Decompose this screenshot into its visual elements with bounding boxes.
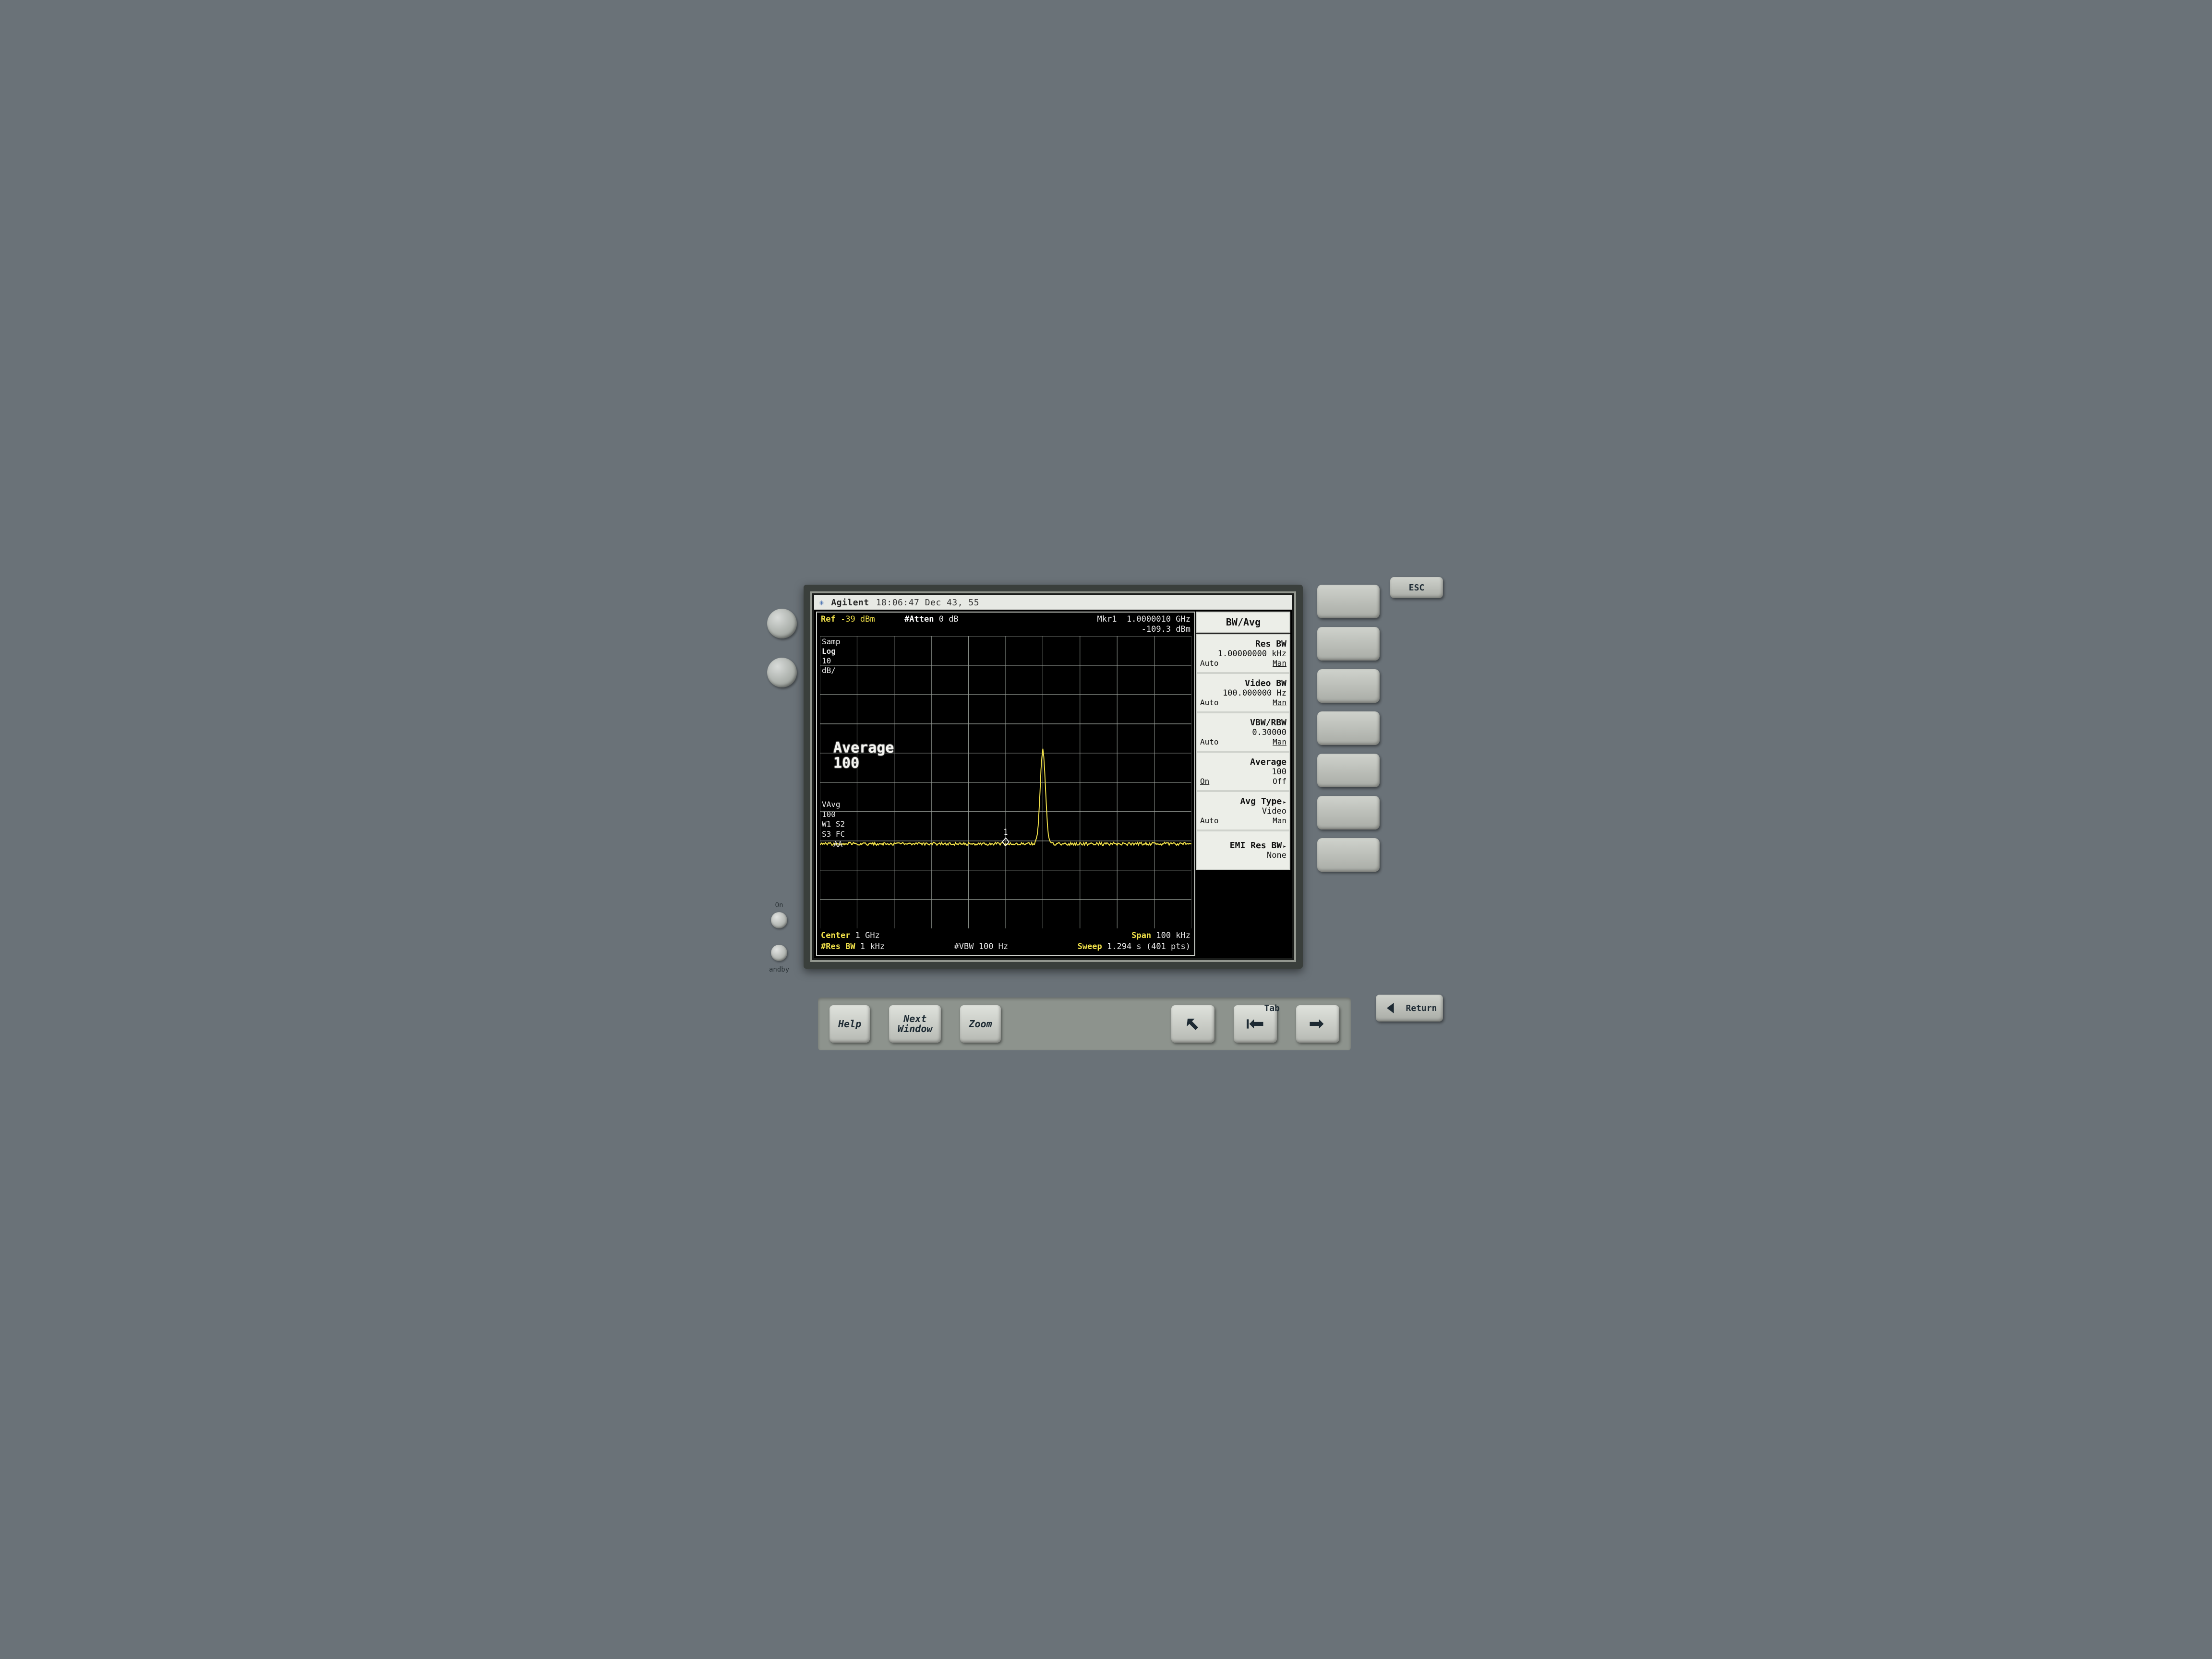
softkey-res-bw[interactable]: Res BW1.00000000 kHzAutoMan [1196, 634, 1290, 673]
sa-aa: AA [822, 840, 845, 850]
hw-softkey-5[interactable] [1317, 754, 1380, 787]
y-annot-dbdiv: dB/ [822, 666, 841, 675]
hw-bottom-row: Help Next Window Zoom Tab [818, 998, 1351, 1050]
softkey-emi-res-bw[interactable]: EMI Res BWNone [1196, 830, 1290, 870]
hw-softkey-7[interactable] [1317, 838, 1380, 872]
softkey-vbw-rbw[interactable]: VBW/RBW0.30000AutoMan [1196, 712, 1290, 752]
marker-amp: -109.3 dBm [1097, 625, 1191, 635]
plot-body: 1 Samp Log 10 dB/ Average 100 [820, 636, 1191, 929]
softkey-video-bw[interactable]: Video BW100.000000 HzAutoMan [1196, 673, 1290, 712]
hw-help-button[interactable]: Help [830, 1005, 870, 1043]
marker-label: Mkr1 [1097, 614, 1117, 624]
plot-area: Ref -39 dBm #Atten 0 dB Mkr1 1.0000010 G… [816, 612, 1195, 956]
sweep-label: Sweep [1078, 942, 1102, 951]
screen-bezel: ✳ Agilent 18:06:47 Dec 43, 55 Ref -39 dB… [804, 585, 1303, 969]
y-annot-log: Log [822, 647, 841, 656]
hw-on-button[interactable] [771, 912, 787, 928]
hw-softkey-1[interactable] [1317, 585, 1380, 618]
trace-status-annotation: VAvg 100 W1 S2 S3 FC AA [822, 800, 845, 850]
ref-value: -39 dBm [841, 614, 875, 624]
plot-footer: Center 1 GHz #Res BW 1 kHz #VBW 100 Hz S… [817, 929, 1194, 955]
softkey-average[interactable]: Average100OnOff [1196, 752, 1290, 791]
brand-label: Agilent [831, 598, 869, 608]
title-bar: ✳ Agilent 18:06:47 Dec 43, 55 [814, 595, 1292, 610]
plot-footer-left: Center 1 GHz #Res BW 1 kHz [821, 930, 885, 952]
plot-svg: 1 [820, 636, 1191, 929]
average-annotation: Average 100 [833, 741, 894, 771]
softmenu-title: BW/Avg [1196, 612, 1290, 633]
marker-freq: 1.0000010 GHz [1127, 614, 1190, 624]
hw-arrow-upleft-button[interactable] [1171, 1005, 1214, 1043]
vbw-label: #VBW [954, 942, 974, 951]
tab-right-icon [1307, 1013, 1328, 1034]
span-label: Span [1131, 931, 1151, 940]
svg-text:1: 1 [1004, 827, 1008, 837]
screen: ✳ Agilent 18:06:47 Dec 43, 55 Ref -39 dB… [814, 595, 1292, 958]
sa-100: 100 [822, 810, 845, 820]
hw-softkey-4[interactable] [1317, 711, 1380, 745]
hw-tab-right-button[interactable] [1296, 1005, 1339, 1043]
hw-softkey-2[interactable] [1317, 627, 1380, 661]
hw-knob-2[interactable] [767, 658, 797, 687]
center-label: Center [821, 931, 850, 940]
hw-on-label: On [775, 902, 783, 909]
hw-knob-1[interactable] [767, 609, 797, 638]
hw-esc-button[interactable]: ESC [1390, 577, 1443, 598]
return-arrow-icon [1382, 998, 1403, 1019]
plot-footer-right: Span 100 kHz Sweep 1.294 s (401 pts) [1078, 930, 1190, 952]
tab-left-icon [1245, 1013, 1266, 1034]
sa-s3fc: S3 FC [822, 830, 845, 840]
hw-left-column [760, 570, 804, 1089]
span-value: 100 kHz [1156, 931, 1190, 940]
hw-standby-button[interactable] [771, 945, 787, 961]
sa-vavg: VAvg [822, 800, 845, 810]
y-axis-annotation: Samp Log 10 dB/ [822, 637, 841, 675]
vbw-value: 100 Hz [979, 942, 1008, 951]
hw-softkey-6[interactable] [1317, 796, 1380, 830]
timestamp: 18:06:47 Dec 43, 55 [876, 598, 979, 608]
average-count: 100 [833, 756, 894, 771]
ref-label: Ref [821, 614, 836, 624]
y-annot-10: 10 [822, 656, 841, 666]
rbw-value: 1 kHz [860, 942, 885, 951]
plot-footer-center: #VBW 100 Hz [954, 930, 1009, 952]
hw-next-window-button[interactable]: Next Window [889, 1005, 941, 1043]
atten-label: #Atten [904, 614, 934, 624]
hw-standby-label: andby [769, 966, 789, 974]
plot-header: Ref -39 dBm #Atten 0 dB Mkr1 1.0000010 G… [817, 613, 1194, 635]
softkey-avg-type[interactable]: Avg TypeVideoAutoMan [1196, 791, 1290, 830]
screen-main: Ref -39 dBm #Atten 0 dB Mkr1 1.0000010 G… [814, 610, 1292, 958]
agilent-logo-icon: ✳ [819, 598, 824, 608]
hw-tab-label: Tab [1264, 1003, 1280, 1013]
sa-w1s2: W1 S2 [822, 819, 845, 830]
rbw-label: #Res BW [821, 942, 855, 951]
hw-softkey-3[interactable] [1317, 669, 1380, 703]
average-label: Average [833, 741, 894, 756]
hw-return-button[interactable]: Return [1376, 995, 1443, 1022]
sweep-value: 1.294 s (401 pts) [1107, 942, 1190, 951]
atten-value: 0 dB [939, 614, 959, 624]
softkey-menu: BW/Avg Res BW1.00000000 kHzAutoManVideo … [1196, 612, 1290, 956]
arrow-upleft-icon [1182, 1013, 1203, 1034]
hw-power-group: On andby [769, 901, 789, 974]
plot-header-right: Mkr1 1.0000010 GHz -109.3 dBm [1097, 614, 1191, 635]
center-value: 1 GHz [855, 931, 880, 940]
y-annot-samp: Samp [822, 637, 841, 647]
instrument-frame: On andby ✳ Agilent 18:06:47 Dec 43, 55 R… [760, 570, 1452, 1089]
plot-header-left: Ref -39 dBm #Atten 0 dB [821, 614, 959, 635]
hw-zoom-button[interactable]: Zoom [960, 1005, 1000, 1043]
